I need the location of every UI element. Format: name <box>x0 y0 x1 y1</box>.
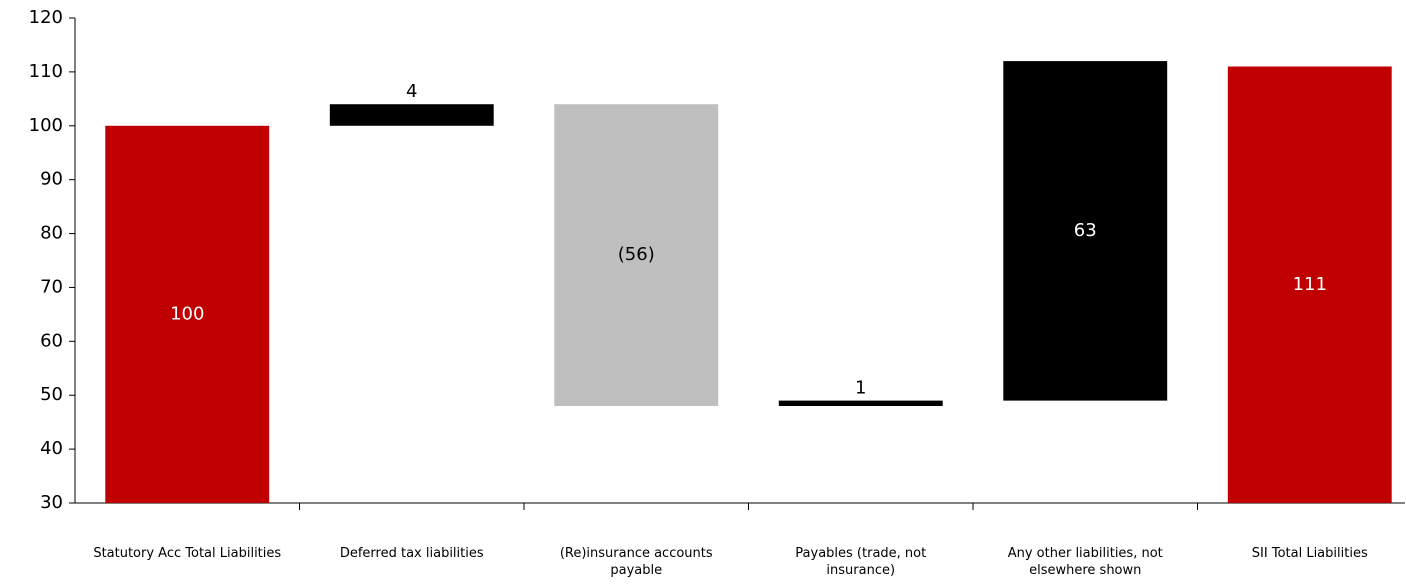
x-tick-label: Payables (trade, not insurance) <box>795 546 927 578</box>
y-tick-label: 90 <box>40 169 63 190</box>
y-tick-label: 40 <box>40 438 63 459</box>
bar <box>554 104 719 406</box>
value-label: 4 <box>406 81 417 102</box>
y-tick-label: 50 <box>40 384 63 405</box>
bar <box>778 400 943 406</box>
x-tick-label: SII Total Liabilities <box>1251 546 1368 561</box>
value-label: 111 <box>1293 274 1327 295</box>
y-tick-label: 110 <box>29 61 63 82</box>
bar <box>105 125 270 504</box>
bar <box>1003 61 1168 401</box>
bar <box>1227 66 1392 503</box>
value-label: 100 <box>170 303 204 324</box>
y-tick-label: 100 <box>29 115 63 136</box>
x-tick-label: Deferred tax liabilities <box>339 546 484 561</box>
x-tick-label: (Re)insurance accounts payable <box>559 546 713 578</box>
value-label: 1 <box>855 378 866 399</box>
x-tick-label: Statutory Acc Total Liabilities <box>93 546 282 561</box>
bar <box>329 104 494 126</box>
y-tick-label: 70 <box>40 276 63 297</box>
y-tick-label: 120 <box>29 7 63 28</box>
y-tick-label: 60 <box>40 330 63 351</box>
value-label: (56) <box>618 244 655 265</box>
y-tick-label: 30 <box>40 492 63 513</box>
x-tick-label: Any other liabilities, not elsewhere sho… <box>1007 546 1163 578</box>
value-label: 63 <box>1074 220 1097 241</box>
y-tick-label: 80 <box>40 223 63 244</box>
